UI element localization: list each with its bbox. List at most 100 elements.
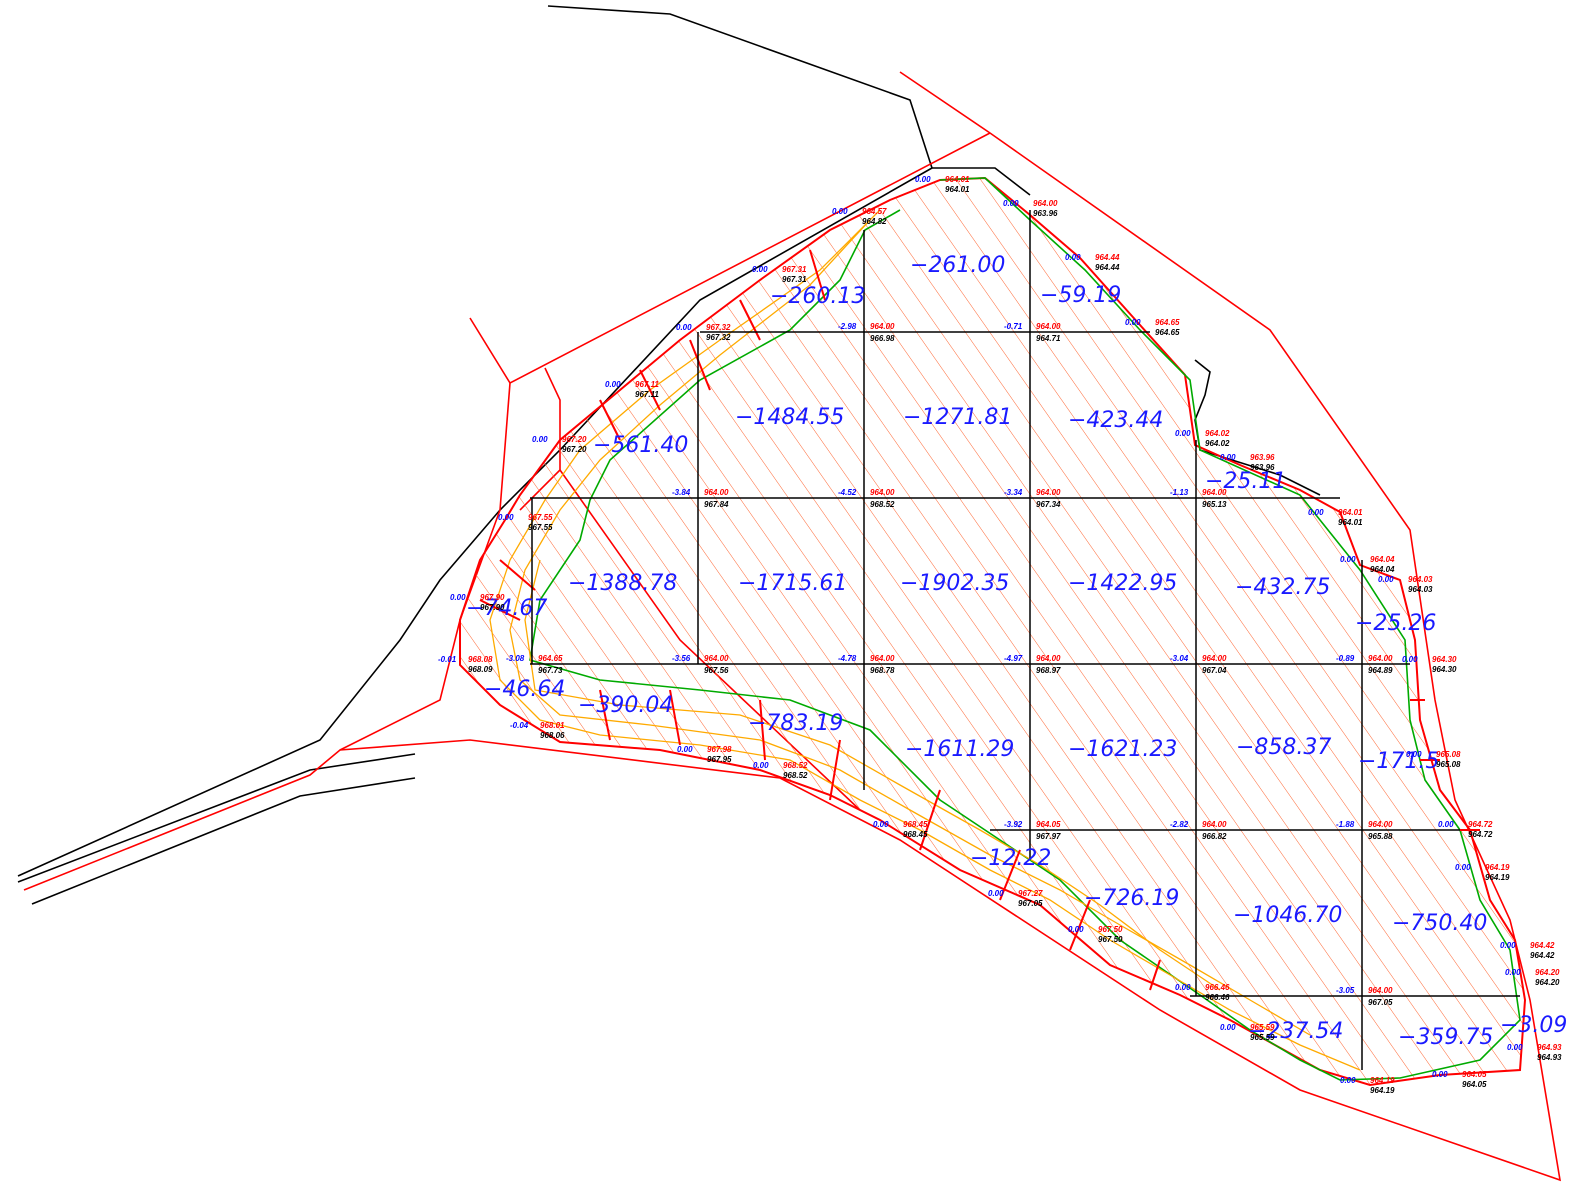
ground-elevation: 963.96	[1033, 209, 1058, 218]
design-elevation: 964.65	[1155, 318, 1180, 327]
cut-depth: 0.00	[1378, 575, 1394, 584]
design-elevation: 967.20	[562, 435, 587, 444]
cut-depth: -0.01	[438, 655, 457, 664]
cut-depth: 0.00	[1175, 429, 1191, 438]
design-elevation: 964.01	[1338, 508, 1363, 517]
ground-elevation: 967.34	[1036, 500, 1061, 509]
ground-elevation: 963.96	[1250, 463, 1275, 472]
ground-elevation: 964.19	[1485, 873, 1510, 882]
ground-elevation: 964.04	[1370, 565, 1395, 574]
cut-depth: 0.00	[1402, 655, 1418, 664]
ground-elevation: 964.72	[1468, 830, 1493, 839]
ground-elevation: 964.02	[1205, 439, 1230, 448]
cut-depth: -2.82	[1170, 820, 1189, 829]
ground-elevation: 964.19	[1370, 1086, 1395, 1095]
ground-elevation: 964.71	[1036, 334, 1061, 343]
ground-elevation: 967.05	[1368, 998, 1393, 1007]
volume-label: −237.54	[1248, 1019, 1343, 1044]
grid-lines	[530, 210, 1520, 1070]
design-elevation: 963.96	[1250, 453, 1275, 462]
ground-elevation: 967.31	[782, 275, 807, 284]
grid-node: -2.82 964.00 966.82	[1170, 820, 1227, 841]
cut-depth: 0.00	[1065, 253, 1081, 262]
cut-depth: 0.00	[1432, 1070, 1448, 1079]
cut-depth: 0.00	[1220, 1023, 1236, 1032]
volume-label: −74.67	[466, 596, 547, 621]
volume-label: −726.19	[1084, 886, 1179, 911]
grid-node: -3.92 964.05 967.97	[1004, 820, 1061, 841]
cut-depth: 0.00	[1308, 508, 1324, 517]
design-elevation: 964.02	[1205, 429, 1230, 438]
design-elevation: 967.50	[1098, 925, 1123, 934]
ground-elevation: 967.56	[704, 666, 729, 675]
design-elevation: 964.00	[1202, 488, 1227, 497]
ground-elevation: 964.03	[1408, 585, 1433, 594]
ground-elevation: 964.05	[1462, 1080, 1487, 1089]
design-elevation: 968.45	[903, 820, 928, 829]
cut-depth: 0.00	[832, 207, 848, 216]
cut-depth: -4.78	[838, 654, 857, 663]
cut-depth: 0.00	[605, 380, 621, 389]
design-elevation: 964.44	[1095, 253, 1120, 262]
volume-label: −25.11	[1205, 469, 1286, 494]
design-elevation: 964.03	[1408, 575, 1433, 584]
cut-depth: -3.92	[1004, 820, 1023, 829]
road-lower-2	[31, 777, 416, 905]
design-elevation: 964.00	[1368, 986, 1393, 995]
volume-label: −260.13	[770, 284, 865, 309]
ground-elevation: 964.82	[862, 217, 887, 226]
site-top-black	[932, 167, 1031, 196]
volume-label: −46.64	[484, 677, 565, 702]
road-left-edge	[17, 167, 933, 877]
design-elevation: 964.93	[1537, 1043, 1562, 1052]
ground-elevation: 967.04	[1202, 666, 1227, 675]
ground-elevation: 964.89	[1368, 666, 1393, 675]
grid-node: -3.04 964.00 967.04	[1170, 654, 1227, 675]
cut-depth: -0.89	[1336, 654, 1355, 663]
ground-elevation: 967.05	[1018, 899, 1043, 908]
cut-depth: 0.00	[1406, 750, 1422, 759]
volume-label: −750.40	[1392, 911, 1487, 936]
design-elevation: 967.27	[1018, 889, 1043, 898]
design-elevation: 964.00	[704, 488, 729, 497]
volume-label: −432.75	[1235, 575, 1330, 600]
volume-label: −1621.23	[1068, 737, 1177, 762]
grid-node: -3.05 964.00 967.05	[1336, 986, 1393, 1007]
ground-elevation: 967.97	[1036, 832, 1061, 841]
ground-elevation: 967.84	[704, 500, 729, 509]
design-elevation: 965.59	[1250, 1023, 1275, 1032]
grid-node: -1.88 964.00 965.88	[1336, 820, 1393, 841]
cut-depth: 0.00	[752, 265, 768, 274]
grid-node: -4.97 964.00 968.97	[1004, 654, 1061, 675]
grid-node-labels: -2.98 964.00 966.98 -0.71 964.00 964.71 …	[506, 322, 1393, 1007]
design-elevation: 965.08	[1436, 750, 1461, 759]
ground-elevation: 967.11	[635, 390, 659, 399]
volume-label: −59.19	[1040, 283, 1121, 308]
grid-node: -2.98 964.00 966.98	[838, 322, 895, 343]
cut-depth: -3.34	[1004, 488, 1023, 497]
ground-elevation: 968.09	[468, 665, 493, 674]
ground-elevation: 967.32	[706, 333, 731, 342]
volume-label: −423.44	[1068, 408, 1163, 433]
cut-depth: 0.00	[1340, 555, 1356, 564]
cut-depth: -3.04	[1170, 654, 1189, 663]
grid-node: -1.13 964.00 965.13	[1170, 488, 1227, 509]
ground-elevation: 968.78	[870, 666, 895, 675]
design-elevation: 964.19	[1370, 1076, 1395, 1085]
volume-label: −261.00	[910, 253, 1005, 278]
